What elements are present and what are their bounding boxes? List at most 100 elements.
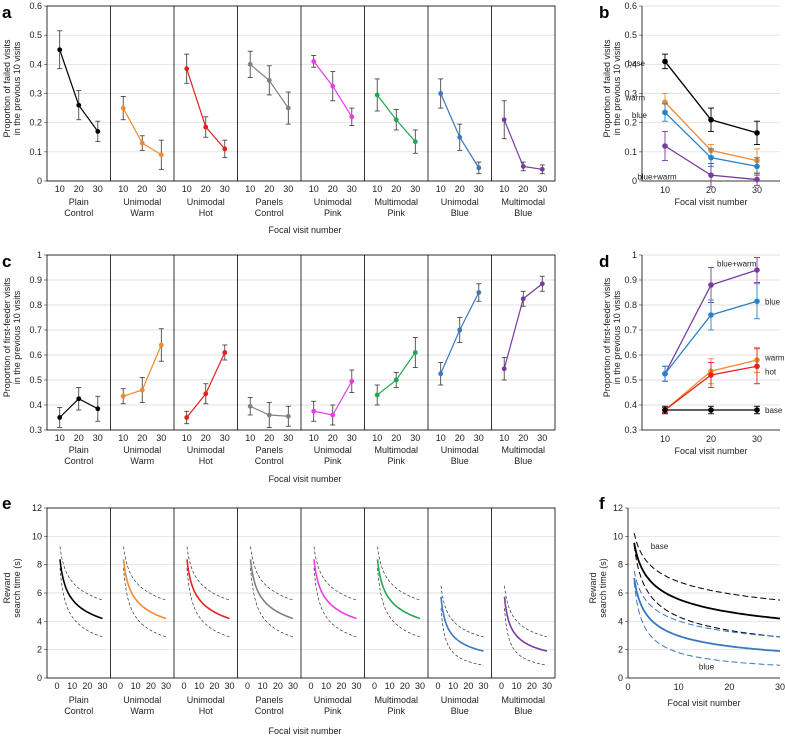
c-ytick-label: 0.5 (29, 375, 42, 385)
e-band-lower (59, 567, 103, 638)
e-ytick-label: 12 (32, 503, 42, 513)
e-xtick-label: 0 (308, 681, 313, 691)
a-point (95, 129, 101, 134)
e-ytick-label: 4 (37, 616, 42, 626)
e-xtick-label: 10 (512, 681, 522, 691)
e-xtick-label: 20 (209, 681, 219, 691)
c-point (76, 396, 82, 402)
f-ytick-label: 2 (618, 645, 623, 655)
e-xlabel: Focal visit number (268, 726, 341, 736)
d-point (754, 407, 760, 413)
d-series-annotation: warm (764, 354, 785, 363)
e-xtick-label: 10 (131, 681, 141, 691)
c-xtick-label: 20 (264, 433, 274, 443)
c-xtick-label: 30 (220, 433, 230, 443)
c-condition-line1: Plain (69, 445, 89, 455)
d-ytick-label: 0.9 (624, 275, 637, 285)
e-xtick-label: 20 (336, 681, 346, 691)
e-band-upper (440, 585, 484, 638)
e-fit-curve (122, 559, 167, 620)
e-xtick-label: 20 (82, 681, 92, 691)
e-condition-line2: Control (64, 706, 93, 716)
f-series-annotation: blue (699, 663, 715, 672)
a-xtick-label: 20 (74, 184, 84, 194)
c-xtick-label: 20 (391, 433, 401, 443)
e-ytick-label: 10 (32, 531, 42, 541)
c-condition-line2: Blue (451, 456, 469, 466)
a-xtick-label: 20 (455, 184, 465, 194)
d-ytick-label: 0.7 (624, 325, 637, 335)
e-condition-line2: Blue (451, 706, 469, 716)
e-condition-line2: Control (255, 706, 284, 716)
e-band-upper (250, 546, 294, 601)
a-point (476, 165, 482, 171)
c-xtick-label: 20 (518, 433, 528, 443)
a-ytick-label: 0.4 (29, 59, 42, 69)
b-point (662, 143, 668, 149)
d-xlabel: Focal visit number (674, 446, 747, 456)
a-xtick-label: 30 (537, 184, 547, 194)
a-ylabel-line1: Proportion of failed visits (2, 39, 12, 138)
c-xtick-label: 10 (309, 433, 319, 443)
f-band-lower (633, 581, 781, 666)
c-point (139, 387, 145, 393)
a-xtick-label: 20 (518, 184, 528, 194)
b-series-annotation: blue (632, 111, 648, 120)
e-xtick-label: 20 (146, 681, 156, 691)
d-point (708, 372, 714, 378)
e-xtick-label: 0 (372, 681, 377, 691)
a-xtick-label: 20 (137, 184, 147, 194)
d-ytick-label: 1 (632, 250, 637, 260)
a-xtick-label: 10 (372, 184, 382, 194)
a-condition-line2: Pink (324, 208, 342, 218)
c-point (393, 377, 399, 383)
e-band-lower (377, 567, 421, 638)
c-point (457, 327, 463, 333)
e-xtick-label: 30 (161, 681, 171, 691)
d-xtick-label: 30 (752, 434, 762, 444)
d-point (754, 267, 760, 273)
f-ytick-label: 12 (613, 503, 623, 513)
e-xtick-label: 20 (463, 681, 473, 691)
e-ytick-label: 6 (37, 588, 42, 598)
c-xtick-label: 10 (118, 433, 128, 443)
c-point (311, 408, 317, 414)
a-point (349, 114, 355, 120)
c-condition-line2: Warm (130, 456, 154, 466)
e-fit-curve (376, 559, 421, 620)
b-xtick-label: 20 (706, 185, 716, 195)
d-point (662, 370, 668, 377)
e-band-upper (59, 546, 103, 601)
a-ytick-label: 0.3 (29, 89, 42, 99)
f-fit-curve (633, 542, 781, 620)
a-xtick-label: 30 (410, 184, 420, 194)
e-xtick-label: 30 (415, 681, 425, 691)
d-point (754, 363, 760, 370)
e-condition-line1: Panels (255, 695, 283, 705)
c-condition-line2: Hot (199, 456, 214, 466)
e-fit-curve (313, 559, 357, 620)
f-band-lower (633, 545, 781, 638)
f-ylabel-line2: search time (s) (598, 558, 608, 618)
f-band-upper (633, 532, 781, 601)
a-xtick-label: 20 (328, 184, 338, 194)
f-xtick-label: 0 (625, 682, 630, 692)
a-point (184, 66, 190, 72)
c-xtick-label: 20 (137, 433, 147, 443)
c-condition-line2: Pink (387, 456, 405, 466)
c-ytick-label: 0.4 (29, 400, 42, 410)
a-xtick-label: 30 (93, 184, 103, 194)
a-xtick-label: 10 (118, 184, 128, 194)
e-fit-curve (59, 559, 103, 620)
a-point (393, 117, 399, 123)
e-xtick-label: 0 (181, 681, 186, 691)
e-ylabel-line1: Reward (2, 572, 12, 603)
e-band-lower (504, 608, 548, 666)
e-xtick-label: 10 (67, 681, 77, 691)
b-point (754, 163, 760, 170)
a-point (438, 91, 444, 96)
a-ylabel-line2: in the previous 10 visits (12, 41, 22, 135)
b-point (754, 176, 760, 183)
panel-label-d: d (599, 252, 609, 271)
